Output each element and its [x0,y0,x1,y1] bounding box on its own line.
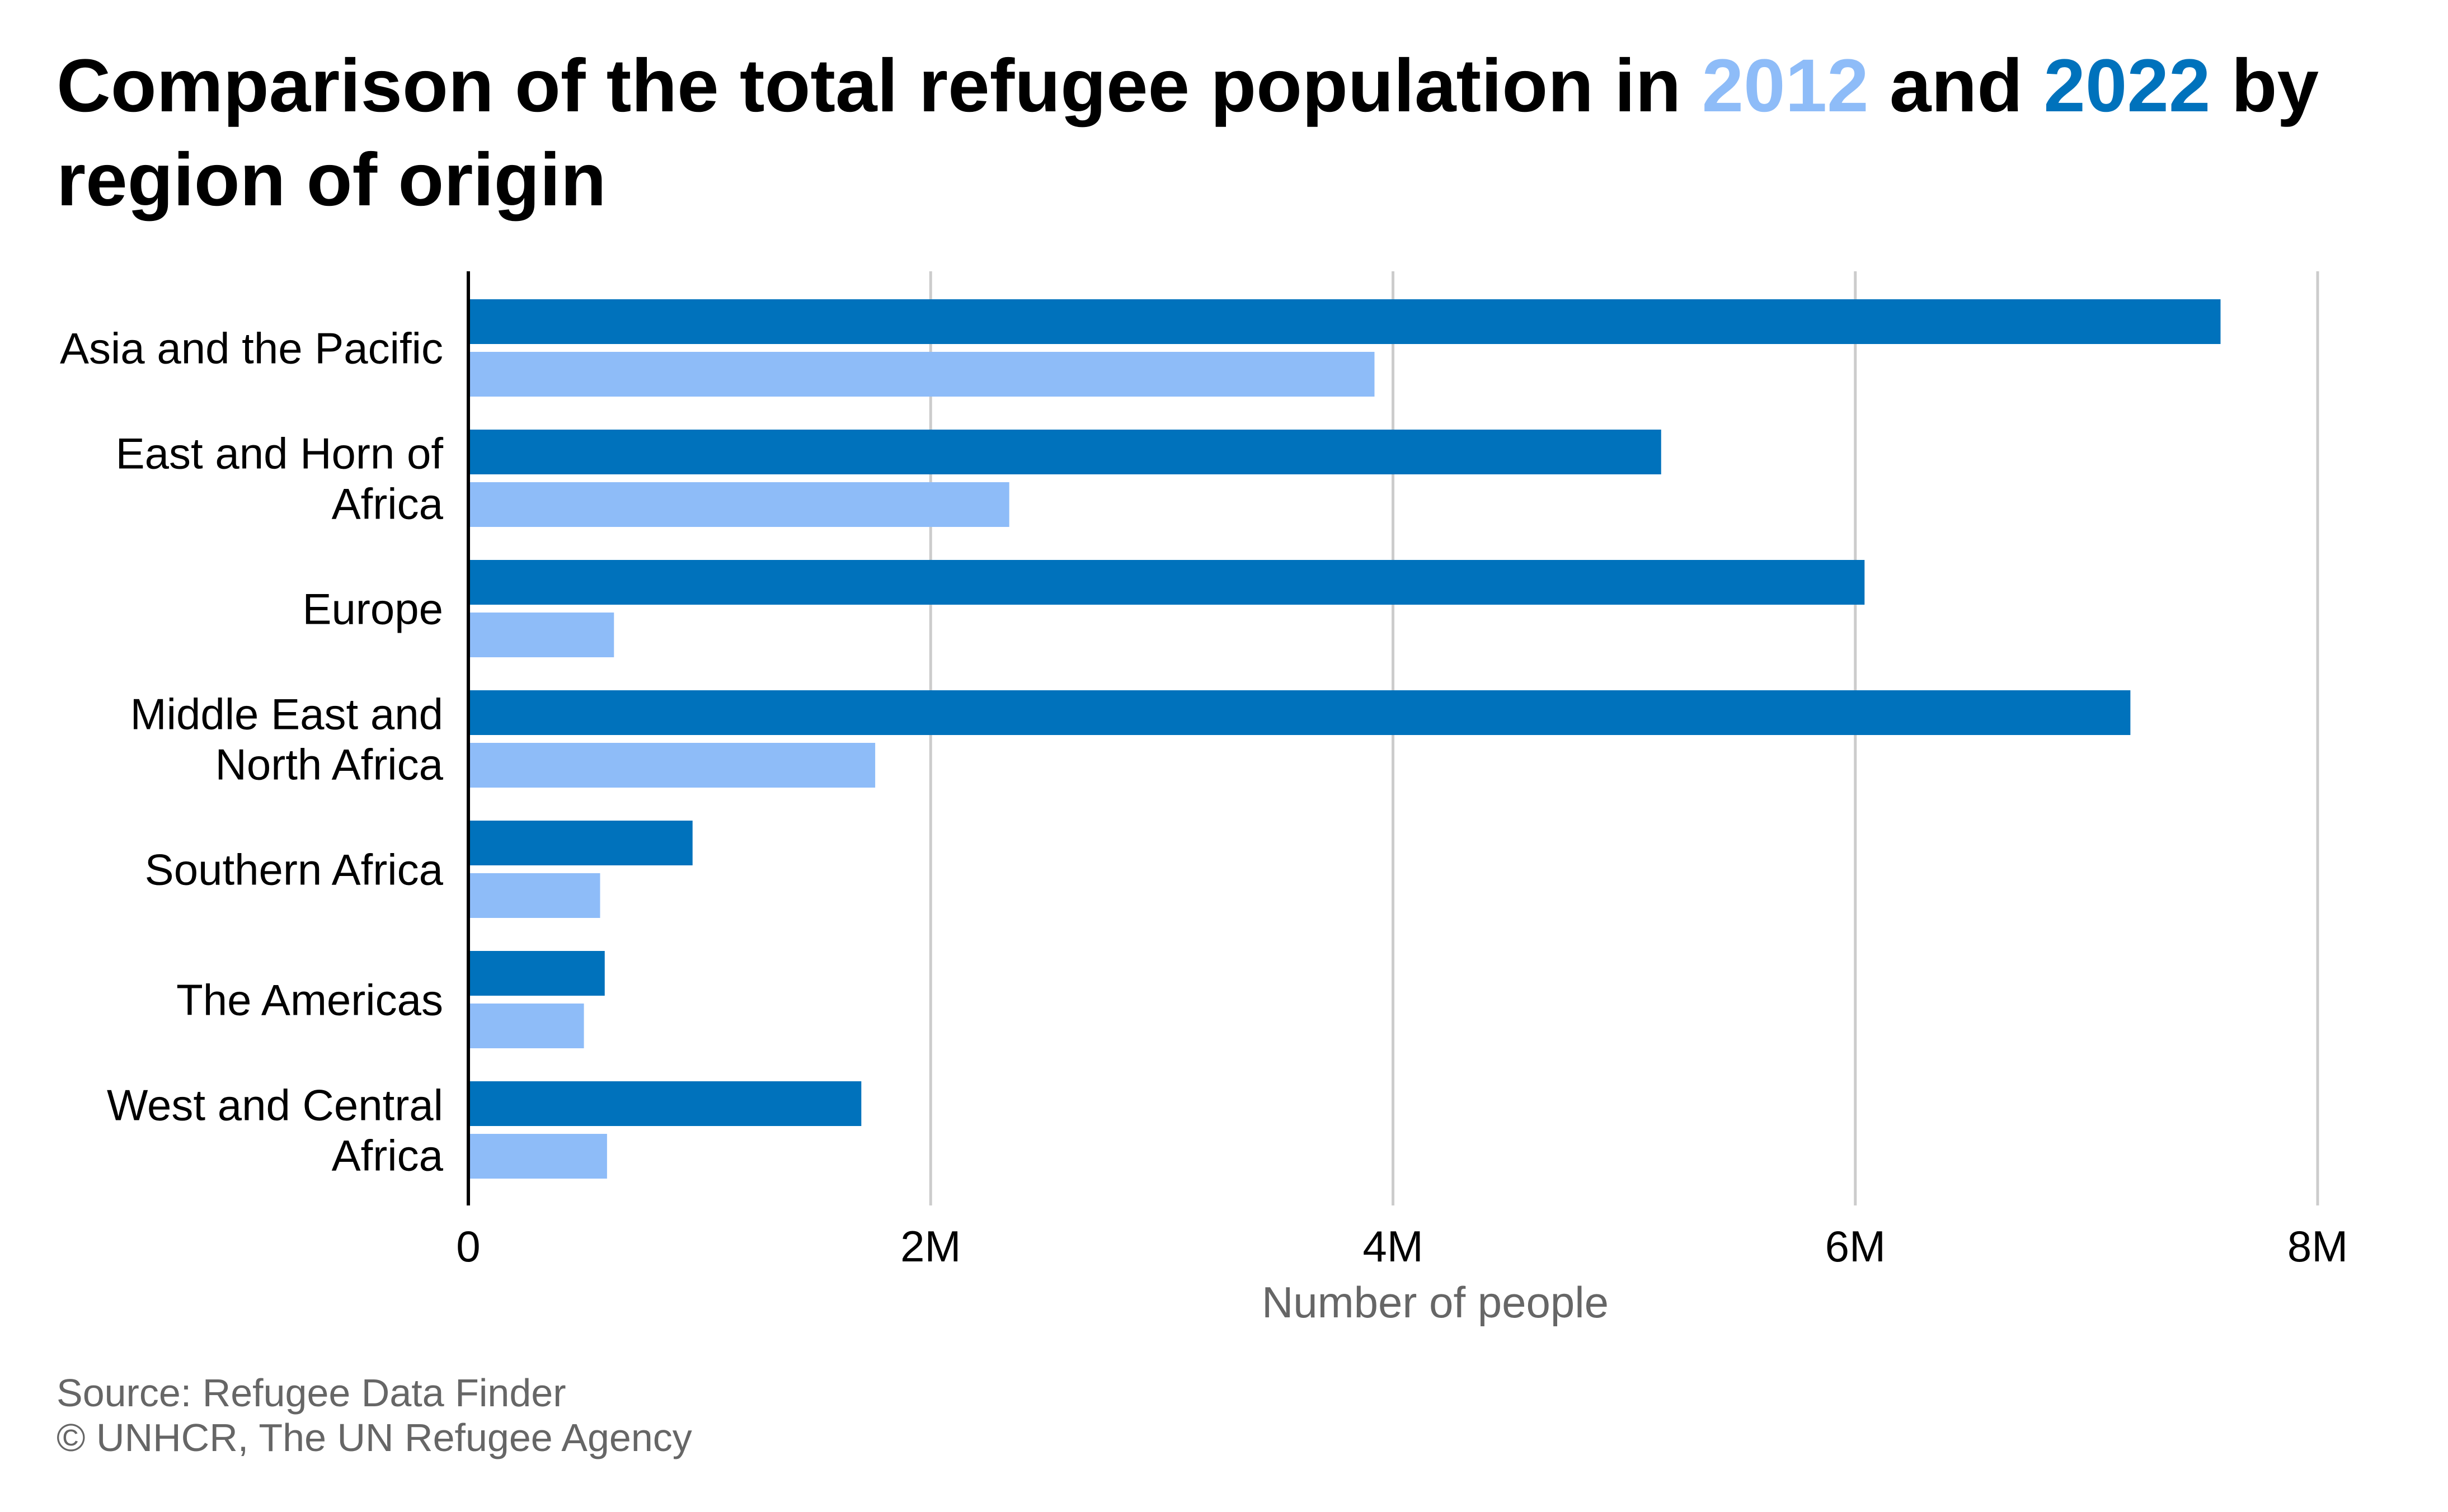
bar-2012 [468,613,614,657]
title-year-2022: 2022 [2043,44,2211,128]
title-year-2012: 2012 [1702,44,1869,128]
title-part1: Comparison of the total refugee populati… [57,44,1702,128]
x-tick-label: 0 [456,1222,480,1271]
category-label: Middle East and [130,689,443,738]
bar-2022 [468,430,1661,474]
category-label: Africa [332,1131,444,1180]
x-tick-label: 2M [900,1222,961,1271]
bars [468,299,2221,1179]
bar-2012 [468,1134,607,1179]
bar-2012 [468,482,1009,527]
x-axis-title: Number of people [1262,1278,1609,1327]
title-part3: by region of origin [57,44,2319,222]
category-label: Southern Africa [145,845,444,894]
category-label: West and Central [107,1080,443,1129]
bar-2022 [468,951,605,996]
bar-2022 [468,690,2131,735]
bar-2022 [468,560,1865,605]
copyright-line: © UNHCR, The UN Refugee Agency [57,1416,692,1459]
source-line: Source: Refugee Data Finder [57,1371,566,1415]
category-label: East and Horn of [116,428,444,478]
category-label: Europe [302,584,443,633]
category-label: North Africa [215,739,444,789]
bar-2022 [468,1081,862,1126]
bar-2012 [468,873,600,918]
bar-2012 [468,1004,584,1048]
x-tick-label: 4M [1362,1222,1423,1271]
category-label: Asia and the Pacific [60,323,443,373]
grid-lines [929,271,2319,1205]
bar-2022 [468,821,693,865]
x-tick-label: 8M [2287,1222,2348,1271]
x-tick-labels: 0 2M 4M 6M 8M [456,1222,2348,1271]
bar-2012 [468,743,876,788]
category-label: Africa [332,479,444,528]
bar-2022 [468,299,2221,344]
bar-2012 [468,352,1375,397]
title-part2: and [1868,44,2044,128]
source-note: Source: Refugee Data Finder © UNHCR, The… [57,1370,692,1460]
x-tick-label: 6M [1825,1222,1886,1271]
chart-title: Comparison of the total refugee populati… [57,39,2351,227]
category-label: The Americas [176,975,443,1024]
